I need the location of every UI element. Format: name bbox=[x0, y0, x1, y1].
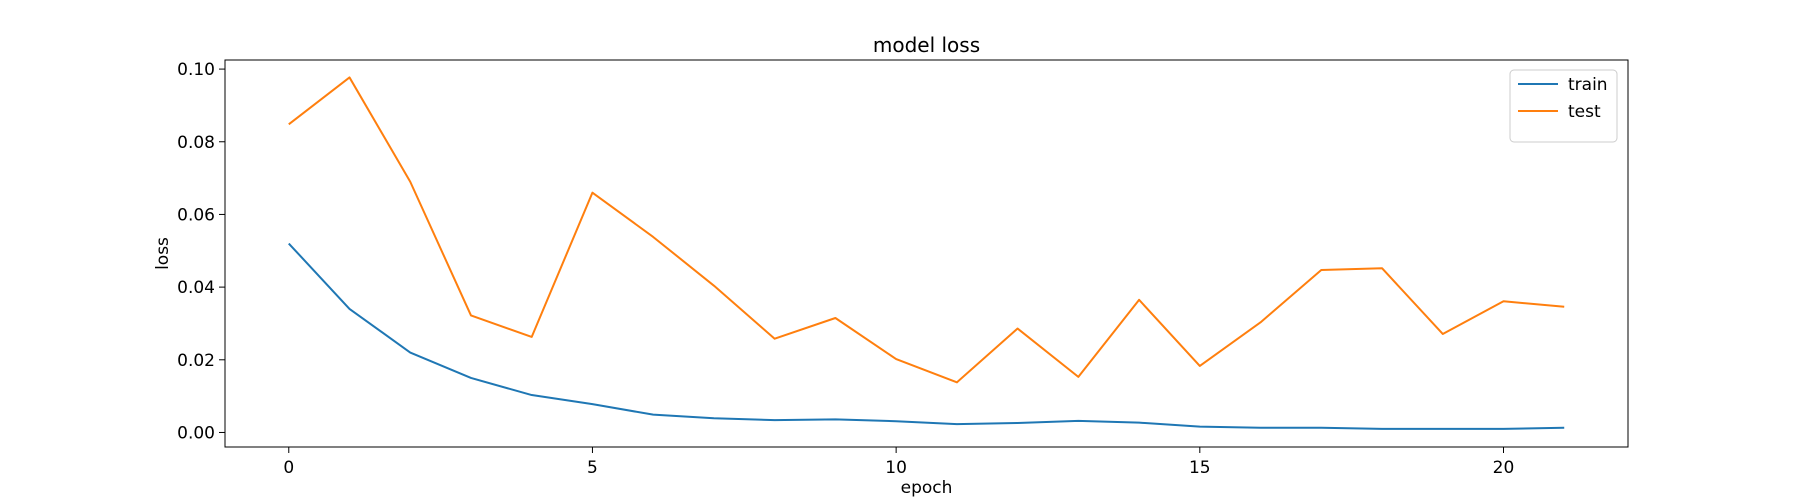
series-layer bbox=[288, 76, 1565, 430]
y-tick-label: 0.04 bbox=[177, 278, 215, 298]
y-tick-label: 0.08 bbox=[177, 133, 215, 153]
series-line-train bbox=[288, 242, 1565, 430]
x-tick-label: 0 bbox=[283, 458, 294, 478]
x-tick-label: 20 bbox=[1493, 458, 1515, 478]
x-axis-ticks: 0 5 10 15 20 bbox=[283, 447, 1514, 478]
series-line-test bbox=[288, 76, 1565, 384]
y-tick-label: 0.02 bbox=[177, 351, 215, 371]
axes-frame bbox=[224, 59, 1629, 448]
legend-label-test: test bbox=[1568, 102, 1601, 122]
legend-box bbox=[1509, 69, 1618, 143]
y-tick-label: 0.06 bbox=[177, 205, 215, 225]
chart-title: model loss bbox=[873, 33, 980, 57]
x-axis-label: epoch bbox=[901, 478, 953, 498]
x-tick-label: 15 bbox=[1189, 458, 1211, 478]
x-tick-label: 10 bbox=[885, 458, 907, 478]
legend-label-train: train bbox=[1568, 75, 1608, 95]
y-tick-label: 0.00 bbox=[177, 423, 215, 443]
x-tick-label: 5 bbox=[587, 458, 598, 478]
legend: train test bbox=[1509, 69, 1618, 143]
y-tick-label: 0.10 bbox=[177, 60, 215, 80]
y-axis-label: loss bbox=[153, 237, 173, 270]
y-axis-ticks: 0.00 0.02 0.04 0.06 0.08 0.10 bbox=[177, 60, 225, 443]
